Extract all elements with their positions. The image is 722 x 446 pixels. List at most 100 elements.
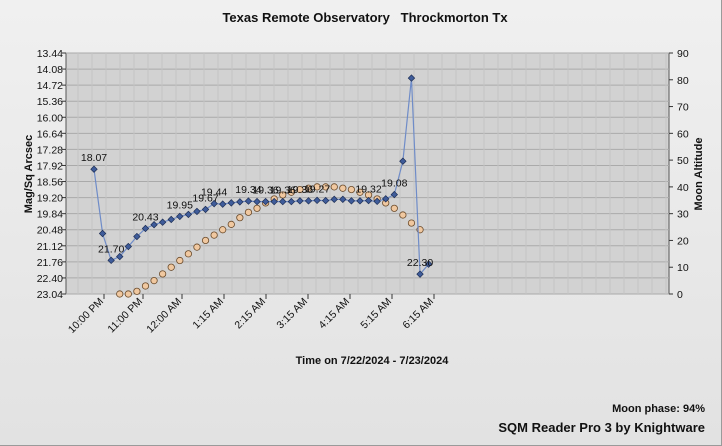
moon-point	[253, 204, 261, 212]
sqm-data-label: 21.70	[98, 243, 124, 255]
moon-point	[150, 277, 158, 285]
sqm-point	[279, 197, 287, 206]
grid-lines	[66, 52, 669, 295]
sqm-point	[416, 270, 424, 278]
y2-tick-label: 10	[677, 262, 689, 274]
sqm-data-label: 19.32	[355, 184, 381, 196]
y-tick-label: 23.04	[37, 289, 63, 301]
sqm-point	[364, 196, 373, 205]
y-tick-label: 15.36	[37, 96, 63, 108]
y-tick-label: 21.76	[37, 257, 63, 269]
y-axis-right: 0 10 20 30 40 50 60 70 80 90	[669, 48, 689, 301]
y-tick-label: 19.20	[37, 193, 63, 205]
x-axis: 10:00 PM 11:00 PM 12:00 AM 1:15 AM 2:15 AM 3:…	[66, 294, 436, 336]
moon-point	[167, 263, 175, 271]
sqm-data-label: 19.44	[201, 187, 227, 199]
sqm-point	[399, 157, 407, 165]
y-tick-label: 14.08	[37, 64, 63, 76]
moon-point	[176, 256, 184, 265]
y-tick-label: 18.56	[37, 177, 63, 189]
sqm-point	[227, 199, 235, 207]
sqm-point	[407, 74, 416, 82]
moon-point	[296, 185, 304, 194]
sqm-data-label: 22.30	[407, 257, 433, 269]
sqm-data-label: 19.36	[287, 184, 313, 196]
x-tick-label: 10:00 PM	[66, 296, 106, 336]
y2-tick-label: 0	[677, 289, 683, 301]
moon-point	[201, 236, 210, 245]
sqm-data-label: 19.08	[381, 178, 407, 190]
y2-tick-label: 80	[677, 75, 689, 87]
sqm-point	[347, 197, 356, 205]
y-tick-label: 17.92	[37, 160, 63, 172]
sqm-point	[90, 165, 98, 173]
chart-title: Texas Remote Observatory Throckmorton Tx	[222, 10, 508, 25]
sqm-data-label: 19.95	[167, 199, 193, 211]
y2-tick-label: 60	[677, 128, 689, 140]
y2-tick-label: 70	[677, 102, 689, 114]
sqm-data-label: 19.67	[192, 192, 218, 204]
y2-tick-label: 50	[677, 155, 689, 167]
moon-point	[287, 188, 295, 196]
x-tick-label: 4:15 AM	[316, 296, 352, 332]
moon-point	[141, 282, 150, 290]
moon-point	[399, 211, 407, 219]
sqm-point	[236, 198, 244, 206]
sqm-point	[141, 224, 150, 233]
sqm-data-label: 20.43	[132, 211, 158, 223]
sqm-point	[184, 210, 193, 219]
y-tick-label: 17.28	[37, 144, 63, 156]
moon-point	[116, 290, 124, 298]
x-tick-label: 5:15 AM	[358, 296, 394, 332]
moon-point	[330, 183, 338, 191]
moon-point	[313, 183, 321, 191]
y2-tick-label: 20	[677, 235, 689, 247]
sqm-point	[158, 218, 167, 226]
y-tick-label: 16.64	[37, 128, 63, 140]
y-tick-label: 22.40	[37, 273, 63, 285]
y2-tick-label: 40	[677, 182, 689, 194]
sqm-point	[373, 197, 381, 206]
moon-point	[339, 184, 347, 192]
sqm-point	[210, 199, 218, 208]
moon-point	[407, 219, 416, 227]
moon-series	[116, 183, 424, 298]
sqm-point	[330, 195, 338, 204]
y2-tick-label: 90	[677, 48, 689, 60]
sqm-point	[253, 197, 261, 206]
sqm-point	[321, 196, 330, 205]
y2-tick-label: 30	[677, 209, 689, 221]
sqm-point	[296, 197, 304, 205]
moon-point	[159, 270, 167, 278]
moon-point	[304, 184, 313, 192]
moon-point	[322, 183, 330, 191]
x-tick-label: 1:15 AM	[190, 296, 226, 332]
sqm-line	[93, 78, 430, 276]
sqm-data-label: 19.34	[235, 184, 261, 196]
moon-point	[210, 231, 218, 239]
moon-point	[227, 220, 235, 228]
plot-area	[65, 52, 670, 295]
y-tick-label: 21.12	[37, 241, 63, 253]
sqm-point	[270, 197, 278, 206]
moon-point	[219, 226, 227, 234]
sqm-data-label: 19.27	[304, 183, 330, 195]
sqm-point	[133, 232, 141, 241]
y-tick-label: 13.44	[37, 48, 63, 60]
y-tick-label: 20.48	[37, 225, 63, 237]
sqm-point	[304, 197, 313, 205]
sqm-point	[313, 196, 321, 205]
x-axis-title: Time on 7/22/2024 - 7/23/2024	[296, 355, 450, 367]
sqm-point	[124, 242, 133, 251]
sqm-point	[356, 197, 364, 205]
sqm-point	[382, 195, 390, 203]
sqm-point	[424, 260, 433, 268]
y-tick-label: 14.72	[37, 80, 63, 92]
sqm-point	[167, 215, 175, 224]
moon-point	[184, 250, 192, 258]
moon-point	[347, 185, 355, 194]
sqm-point	[244, 197, 253, 205]
sqm-point	[261, 197, 270, 206]
y-axis-left: 13.44 14.08 14.72 15.36 16.00 16.64 17.28 17.92…	[37, 48, 66, 301]
